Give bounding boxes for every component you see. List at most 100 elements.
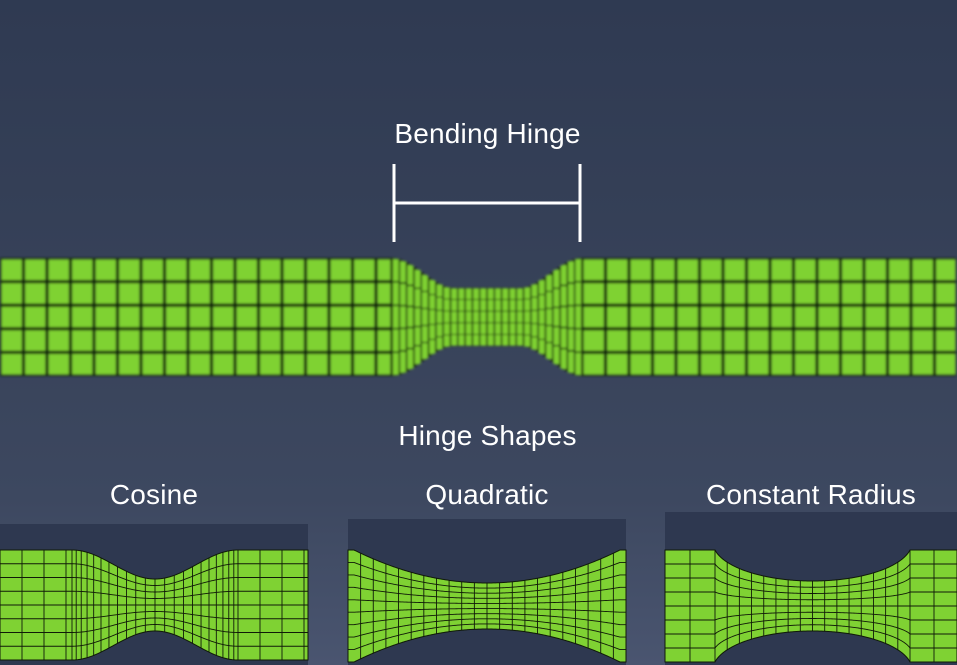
beam-mesh-cell bbox=[236, 306, 257, 328]
beam-mesh-cell bbox=[95, 283, 116, 304]
beam-mesh-cell bbox=[842, 283, 863, 304]
beam-mesh-cell bbox=[480, 323, 487, 334]
beam-mesh-cell bbox=[189, 330, 210, 351]
beam-mesh-cell bbox=[236, 259, 257, 280]
beam-mesh-cell bbox=[748, 283, 769, 304]
beam-mesh-cell bbox=[677, 283, 698, 304]
beam-mesh-cell bbox=[842, 306, 863, 328]
beam-mesh-cell bbox=[583, 259, 604, 280]
beam-mesh-cell bbox=[25, 306, 46, 328]
beam-mesh-cell bbox=[95, 354, 116, 375]
beam-mesh-cell bbox=[607, 306, 628, 328]
beam-mesh-cell bbox=[377, 283, 391, 304]
beam-mesh-cell bbox=[213, 306, 234, 328]
beam-mesh-cell bbox=[795, 354, 816, 375]
beam-mesh-cell bbox=[458, 334, 465, 346]
beam-mesh-cell bbox=[480, 311, 487, 323]
beam-mesh-cell bbox=[677, 330, 698, 351]
beam-mesh-cell bbox=[912, 354, 933, 375]
beam-mesh-cell bbox=[677, 354, 698, 375]
beam-mesh-cell bbox=[1, 306, 22, 328]
beam-mesh-cell bbox=[583, 354, 604, 375]
beam-mesh-cell bbox=[865, 306, 886, 328]
beam-mesh-cell bbox=[531, 324, 538, 337]
beam-mesh-cell bbox=[560, 286, 567, 306]
beam-mesh-cell bbox=[724, 283, 745, 304]
beam-mesh-cell bbox=[795, 283, 816, 304]
beam-mesh-cell bbox=[701, 283, 722, 304]
beam-mesh-cell bbox=[748, 330, 769, 351]
beam-mesh-cell bbox=[865, 354, 886, 375]
beam-mesh-cell bbox=[748, 306, 769, 328]
beam-mesh-cell bbox=[166, 259, 187, 280]
beam-mesh-cell bbox=[213, 259, 234, 280]
beam-mesh-cell bbox=[95, 306, 116, 328]
beam-mesh-cell bbox=[575, 259, 582, 281]
beam-mesh-cell bbox=[912, 283, 933, 304]
beam-mesh-cell bbox=[429, 339, 436, 354]
hinge-mesh-row-line bbox=[665, 618, 957, 635]
beam-mesh-cell bbox=[443, 287, 450, 299]
beam-mesh-cell bbox=[142, 354, 163, 375]
beam-mesh-cell bbox=[142, 283, 163, 304]
beam-mesh-cell bbox=[354, 259, 375, 280]
beam-mesh-cell bbox=[495, 334, 501, 346]
beam-mesh-cell bbox=[771, 306, 792, 328]
beam-mesh-cell bbox=[354, 330, 375, 351]
beam-mesh-cell bbox=[236, 330, 257, 351]
beam-mesh-cell bbox=[392, 306, 399, 328]
beam-mesh-cell bbox=[818, 330, 839, 351]
beam-mesh-cell bbox=[630, 283, 651, 304]
beam-mesh-cell bbox=[575, 329, 582, 352]
beam-mesh-cell bbox=[502, 300, 509, 311]
beam-mesh-cell bbox=[330, 306, 351, 328]
hinge-mesh-row-line bbox=[0, 624, 308, 647]
beam-mesh-cell bbox=[724, 354, 745, 375]
beam-mesh-cell bbox=[502, 334, 509, 346]
beam-mesh-cell bbox=[889, 259, 910, 280]
beam-mesh-cell bbox=[95, 330, 116, 351]
beam-mesh-cell bbox=[407, 349, 414, 369]
beam-mesh-cell bbox=[748, 354, 769, 375]
beam-mesh-cell bbox=[414, 308, 421, 326]
beam-mesh-cell bbox=[495, 300, 501, 311]
beam-mesh-cell bbox=[451, 311, 457, 323]
beam-mesh-cell bbox=[524, 299, 531, 311]
beam-mesh-cell bbox=[889, 330, 910, 351]
beam-mesh-cell bbox=[465, 323, 472, 334]
beam-mesh-cell bbox=[72, 330, 93, 351]
hinge-mesh-row-line bbox=[665, 563, 957, 588]
beam-mesh-cell bbox=[818, 259, 839, 280]
beam-mesh-cell bbox=[443, 335, 450, 347]
beam-mesh-cell bbox=[451, 288, 457, 300]
beam-mesh-cell bbox=[422, 309, 428, 325]
quadratic-label: Quadratic bbox=[425, 479, 549, 510]
beam-mesh-cell bbox=[568, 283, 574, 305]
beam-mesh-cell bbox=[818, 283, 839, 304]
beam-mesh-cell bbox=[654, 330, 675, 351]
beam-mesh-cell bbox=[307, 283, 328, 304]
beam-mesh-cell bbox=[400, 306, 406, 328]
beam-mesh-cell bbox=[524, 287, 531, 299]
beam-mesh-cell bbox=[166, 306, 187, 328]
beam-mesh-cell bbox=[25, 354, 46, 375]
beam-mesh-cell bbox=[724, 306, 745, 328]
beam-mesh-cell bbox=[889, 306, 910, 328]
beam-mesh-cell bbox=[142, 259, 163, 280]
beam-mesh-cell bbox=[429, 295, 436, 310]
beam-mesh-cell bbox=[465, 334, 472, 346]
beam-mesh-cell bbox=[330, 283, 351, 304]
hinge-mesh-row-line bbox=[0, 577, 308, 593]
beam-mesh-cell bbox=[607, 354, 628, 375]
beam-mesh-cell bbox=[458, 300, 465, 311]
beam-mesh-cell bbox=[568, 306, 574, 328]
beam-mesh-cell bbox=[517, 334, 523, 346]
beam-mesh-cell bbox=[865, 259, 886, 280]
beam-mesh-cell bbox=[354, 306, 375, 328]
beam-mesh-cell bbox=[392, 282, 399, 305]
beam-mesh-cell bbox=[142, 330, 163, 351]
beam-mesh-cell bbox=[443, 323, 450, 335]
beam-mesh-cell bbox=[407, 307, 414, 327]
beam-mesh-cell bbox=[473, 323, 479, 334]
beam-mesh-cell bbox=[654, 259, 675, 280]
